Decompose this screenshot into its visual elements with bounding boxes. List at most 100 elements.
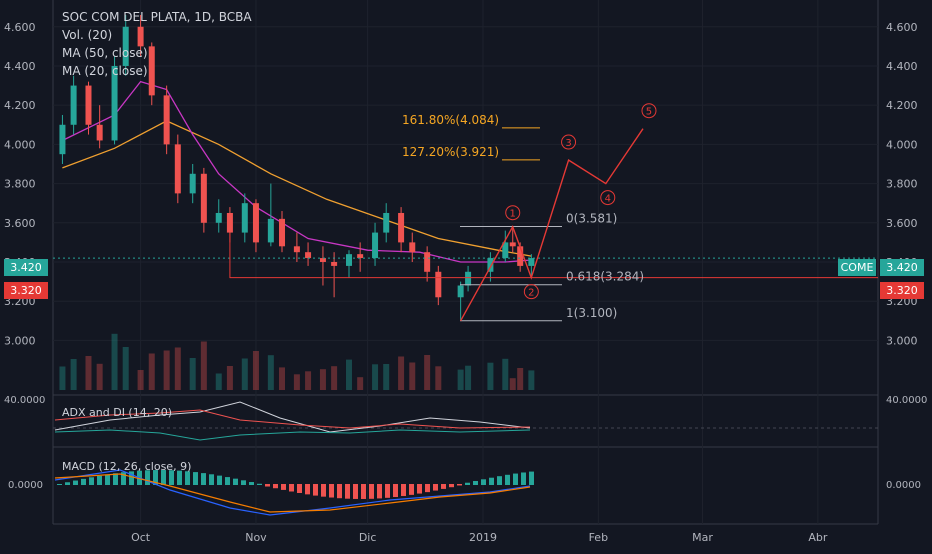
signal-line xyxy=(54,473,531,513)
volume-bar xyxy=(148,353,155,390)
fibonacci-levels: 161.80%(4.084) 127.20%(3.921) 0(3.581) 0.61… xyxy=(402,113,644,322)
macd-histogram-bar xyxy=(361,484,366,499)
volume-bar xyxy=(502,358,509,390)
indicator-ma50: MA (50, close) xyxy=(62,46,148,60)
adx-panel-label: ADX and DI (14, 20) xyxy=(62,406,172,419)
volume-bar xyxy=(509,378,516,390)
candle-body xyxy=(59,124,66,155)
candle-body xyxy=(424,252,431,272)
volume-bar xyxy=(517,368,524,390)
line-price-badge-left xyxy=(4,282,48,299)
volume-bar xyxy=(59,366,66,390)
macd-histogram-bar xyxy=(177,470,182,485)
di-plus-line xyxy=(54,429,531,441)
volume-bar xyxy=(122,347,129,390)
macd-histogram-bar xyxy=(281,484,286,490)
time-tick-label: Feb xyxy=(589,531,608,544)
candle-body xyxy=(279,218,286,247)
macd-histogram-bar xyxy=(481,479,486,485)
wave-label: 4 xyxy=(605,194,611,205)
time-tick-label: Abr xyxy=(808,531,828,544)
price-tick-label-right: 4.400 xyxy=(886,60,918,73)
candle-body xyxy=(70,85,77,125)
wave-label-circle xyxy=(505,205,521,221)
price-tick-label-left: 4.200 xyxy=(4,99,36,112)
macd-histogram-bar xyxy=(409,484,414,495)
price-tick-label-left: 3.800 xyxy=(4,178,36,191)
macd-histogram-bar xyxy=(185,471,190,485)
macd-histogram-bar xyxy=(169,470,174,485)
time-tick-label: Dic xyxy=(359,531,377,544)
macd-tick-label-right: 0.0000 xyxy=(886,480,921,491)
candle-body xyxy=(189,173,196,194)
symbol-tag-right: COME xyxy=(841,261,874,274)
line-price-right: 3.320 xyxy=(886,284,918,297)
macd-histogram-bar xyxy=(505,474,510,485)
time-tick-label: Nov xyxy=(245,531,267,544)
macd-histogram-bar xyxy=(457,484,462,486)
fib-level-label: 0.618(3.284) xyxy=(566,270,644,284)
adx-panel xyxy=(53,401,878,441)
macd-histogram-bar xyxy=(465,482,470,485)
candle-body xyxy=(331,261,338,266)
wave-label: 1 xyxy=(510,209,516,220)
last-price-left: 3.420 xyxy=(10,261,42,274)
price-tick-label-left: 3.600 xyxy=(4,217,36,230)
fib-level-label: 161.80%(4.084) xyxy=(402,113,499,127)
candle-body xyxy=(383,212,390,233)
candle-body xyxy=(163,95,170,145)
fib-level-label: 1(3.100) xyxy=(566,306,617,320)
macd-histogram-bar xyxy=(89,477,94,485)
wave-label-circle xyxy=(523,284,539,300)
macd-histogram-bar xyxy=(449,484,454,488)
price-tick-label-left: 3.000 xyxy=(4,334,36,347)
volume-bar xyxy=(293,374,300,390)
macd-histogram-bar xyxy=(529,471,534,485)
macd-histogram-bar xyxy=(321,484,326,497)
price-tick-label-right: 3.600 xyxy=(886,217,918,230)
macd-histogram-bar xyxy=(377,484,382,499)
volume-bar xyxy=(252,351,259,390)
fib-level-label: 0(3.581) xyxy=(566,212,617,226)
price-tick-label-right: 3.000 xyxy=(886,334,918,347)
macd-histogram-bar xyxy=(369,484,374,499)
macd-histogram-bar xyxy=(257,483,262,485)
volume-bar xyxy=(241,358,248,390)
candle-body xyxy=(122,26,129,66)
indicator-ma20: MA (20, close) xyxy=(62,64,148,78)
macd-histogram-bar xyxy=(209,474,214,485)
macd-histogram-bar xyxy=(145,470,150,485)
volume-bar xyxy=(528,370,535,390)
macd-histogram-bar xyxy=(297,484,302,494)
macd-histogram-bar xyxy=(73,480,78,485)
candle-body xyxy=(137,26,144,47)
adx-line xyxy=(54,401,531,433)
macd-histogram-bar xyxy=(513,473,518,485)
price-tick-label-left: 4.400 xyxy=(4,60,36,73)
candle-body xyxy=(435,271,442,298)
volume-bars xyxy=(59,333,535,390)
wave-label: 5 xyxy=(646,107,652,118)
volume-bar xyxy=(70,359,77,390)
candle-body xyxy=(345,254,352,266)
candle-body xyxy=(305,252,312,259)
macd-histogram-bar xyxy=(353,484,358,499)
price-tick-label-right: 4.200 xyxy=(886,99,918,112)
volume-bar xyxy=(111,333,118,390)
candle-body xyxy=(357,254,364,259)
candle-body xyxy=(96,124,103,141)
macd-histogram-bar xyxy=(489,477,494,485)
macd-histogram-bar xyxy=(393,484,398,498)
macd-histogram-bar xyxy=(329,484,334,498)
candle-body xyxy=(200,173,207,223)
candle-body xyxy=(215,212,222,223)
macd-histogram-bar xyxy=(121,472,126,485)
volume-bar xyxy=(457,369,464,390)
volume-bar xyxy=(409,362,416,390)
candle-body xyxy=(465,271,472,286)
candle-body xyxy=(502,242,509,259)
macd-histogram-bar xyxy=(65,482,70,485)
candle-body xyxy=(509,242,516,247)
macd-histogram-bar xyxy=(161,470,166,485)
